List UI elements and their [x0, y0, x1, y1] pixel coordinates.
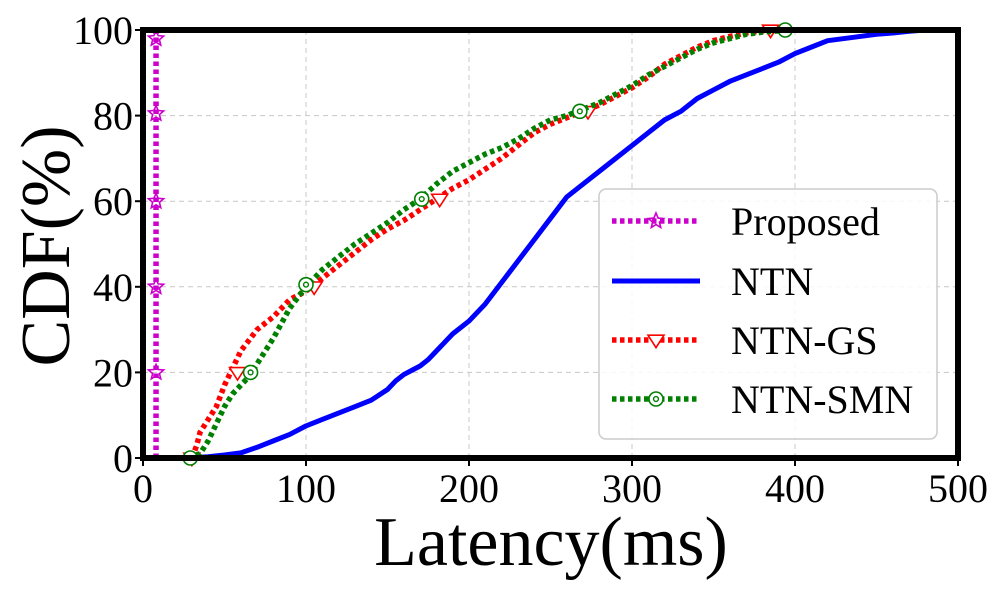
legend-item-ntn-smn: NTN-SMN [612, 377, 913, 422]
legend-marker-proposed [646, 210, 666, 230]
marker-proposed-4 [146, 28, 166, 47]
x-tick-label: 0 [133, 466, 153, 511]
x-tick-label: 100 [276, 466, 336, 511]
series-proposed [146, 28, 166, 458]
marker-ntn-gs-1 [228, 366, 248, 382]
x-axis-label: Latency(ms) [374, 504, 728, 581]
series-layer [146, 22, 926, 468]
legend-frame [598, 188, 938, 440]
y-tick-label: 20 [93, 350, 133, 395]
marker-ntn-smn-1 [242, 364, 259, 381]
legend-marker-ntn-gs [646, 334, 666, 350]
marker-ntn-smn-3 [413, 191, 430, 207]
y-axis-label: CDF(%) [8, 125, 85, 366]
axes [140, 27, 961, 461]
legend-label-ntn-smn: NTN-SMN [731, 377, 913, 422]
x-tick-label: 300 [602, 466, 662, 511]
marker-ntn-smn-4 [572, 103, 588, 120]
series-ntn [188, 27, 926, 461]
series-line-ntn [188, 27, 926, 461]
x-tick-label: 200 [439, 466, 499, 511]
marker-proposed-1 [146, 276, 166, 295]
x-tick-label: 400 [765, 466, 825, 511]
legend-marker-ntn-smn [648, 391, 664, 407]
x-tick-label: 500 [928, 466, 988, 511]
marker-ntn-smn-2 [298, 276, 314, 293]
legend-label-proposed: Proposed [731, 199, 880, 244]
y-tick-label: 60 [93, 179, 133, 224]
y-tick-label: 40 [93, 265, 133, 310]
marker-proposed-0 [146, 362, 166, 381]
legend-label-ntn: NTN [731, 259, 813, 304]
legend-item-proposed: Proposed [612, 199, 880, 244]
series-ntn-smn [182, 22, 794, 466]
legend-item-ntn-gs: NTN-GS [612, 318, 878, 363]
marker-ntn-gs-3 [430, 193, 450, 209]
y-tick-label: 80 [93, 94, 133, 139]
y-tick-label: 100 [73, 8, 133, 53]
legend: Proposed NTN NTN-GS NTN-SMN [598, 188, 938, 440]
legend-item-ntn: NTN [612, 259, 813, 304]
marker-proposed-2 [146, 191, 166, 210]
series-line-ntn-smn [187, 27, 788, 461]
legend-label-ntn-gs: NTN-GS [731, 318, 878, 363]
plot-frame [140, 27, 961, 461]
y-tick-label: 0 [113, 436, 133, 481]
marker-proposed-3 [146, 103, 166, 122]
tick-labels: 0 100 200 300 400 500 0 20 40 60 80 100 [73, 8, 988, 511]
